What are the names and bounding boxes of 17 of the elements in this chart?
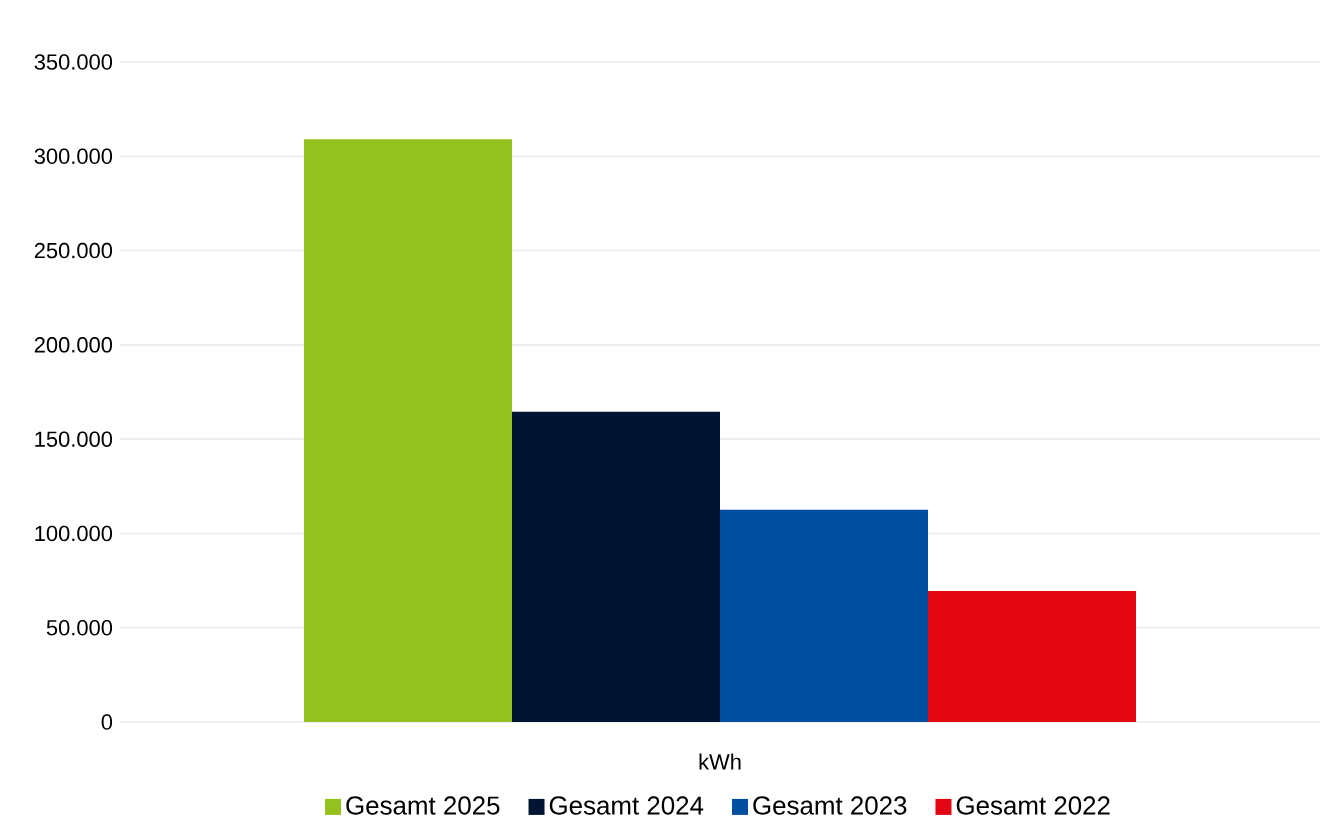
y-tick-label: 350.000 [34, 54, 113, 70]
bar [720, 509, 929, 722]
bar [304, 139, 513, 722]
y-tick-label: 0 [101, 714, 113, 730]
y-tick-label: 300.000 [34, 148, 113, 165]
y-tick-label: 200.000 [34, 337, 113, 353]
y-tick-label: 250.000 [34, 242, 113, 259]
y-tick-label: 150.000 [35, 431, 113, 447]
legend-label: Gesamt 2022 [956, 796, 1110, 815]
legend-label: Gesamt 2024 [549, 796, 704, 815]
bar [512, 411, 721, 722]
y-tick-label: 50.000 [46, 619, 113, 636]
bar [928, 590, 1137, 722]
legend-label: Gesamt 2025 [346, 796, 500, 815]
legend-label: Gesamt 2023 [753, 796, 907, 815]
y-tick-label: 100.000 [35, 525, 113, 542]
x-tick-label: kWh [699, 753, 741, 770]
